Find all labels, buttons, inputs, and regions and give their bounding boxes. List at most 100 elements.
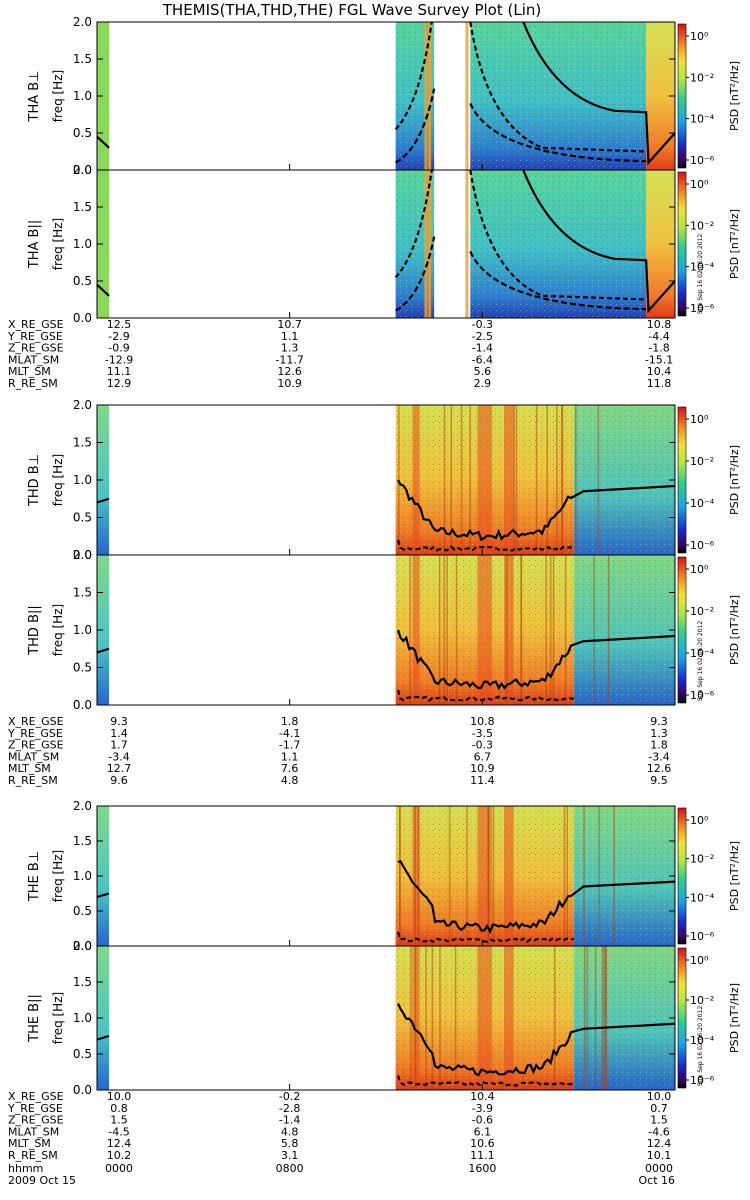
ephemeris-value: 12.6 xyxy=(647,762,672,775)
y-tick-label: 0.0 xyxy=(73,1083,92,1097)
ephemeris-value: 12.5 xyxy=(107,318,132,331)
y-tick-label: 1.5 xyxy=(73,52,92,66)
spectrum-streak xyxy=(477,946,492,1090)
ephemeris-table: X_RE_GSE 12.5 10.7 -0.3 10.8 Y_RE_GSE -2.9 1.1 -… xyxy=(7,318,673,390)
spectrum-streak xyxy=(443,555,445,705)
spectrum-streak xyxy=(535,405,538,555)
ephemeris-value: 12.9 xyxy=(107,377,132,390)
colorbar-tick-label: 10⁻⁴ xyxy=(690,261,715,274)
harmonic-curve xyxy=(394,169,433,279)
spectrum-streak xyxy=(601,946,604,1090)
ephemeris-value: 10.9 xyxy=(470,762,495,775)
spectrum-streak xyxy=(597,405,600,555)
ephemeris-value: -0.3 xyxy=(472,739,493,752)
ephemeris-value: 10.7 xyxy=(277,318,302,331)
ephemeris-label: MLAT_SM xyxy=(8,750,59,763)
spectrum-streak xyxy=(466,806,468,946)
spectrum-streak xyxy=(454,946,457,1090)
spectrum-streak xyxy=(443,405,446,555)
ephemeris-value: -0.6 xyxy=(472,1114,493,1127)
ephemeris-value: -3.4 xyxy=(108,750,129,763)
colorbar-tick-label: 10⁰ xyxy=(690,954,709,967)
spectrum-streak xyxy=(465,170,469,318)
gyrofrequency-curve xyxy=(397,859,676,935)
ephemeris-value: -1.7 xyxy=(279,739,300,752)
spectrum-streak xyxy=(412,806,420,946)
panel-label: THE B|| xyxy=(27,994,42,1043)
ephemeris-value: 10.0 xyxy=(107,1090,132,1103)
spectrum-streak xyxy=(513,405,516,555)
ephemeris-label: X_RE_GSE xyxy=(8,318,64,331)
ephemeris-value: -3.4 xyxy=(648,750,669,763)
ephemeris-value: 6.7 xyxy=(474,750,492,763)
ephemeris-value: 12.4 xyxy=(647,1137,672,1150)
colorbar-tick-label: 10⁻⁶ xyxy=(690,689,715,702)
harmonic-curve xyxy=(396,539,575,552)
ephemeris-value: -4.1 xyxy=(279,727,300,740)
ephemeris-value: -3.9 xyxy=(472,1102,493,1115)
spectrum-streak xyxy=(450,405,452,555)
spectrum-streak xyxy=(477,405,492,555)
gyrofrequency-curve xyxy=(96,135,110,149)
probe-group-tha: 0.0 0.5 1.0 1.5 2.0 THA B⊥ freq [Hz] 10⁰ 10⁻² 10⁻… xyxy=(7,15,741,390)
spectrum-streak xyxy=(428,22,432,170)
ephemeris-value: 1.4 xyxy=(110,727,128,740)
ephemeris-value: 9.3 xyxy=(110,715,128,728)
date-end-label: Oct 16 xyxy=(638,1174,675,1187)
ephemeris-value: 10.6 xyxy=(470,1137,495,1150)
spectrum-streak xyxy=(448,806,451,946)
ephemeris-value: 0.8 xyxy=(110,1102,128,1115)
panel-label: THD B|| xyxy=(27,605,42,656)
ephemeris-value: 10.9 xyxy=(277,377,302,390)
colorbar-tick-label: 10⁰ xyxy=(690,563,709,576)
spectrum-streak xyxy=(504,806,514,946)
time-axis: hhmm 0000 0800 1600 0000 2009 Oct 15 Oct 16 xyxy=(8,1162,675,1187)
spectrum-streak xyxy=(431,946,434,1090)
ephemeris-value: -0.9 xyxy=(108,342,129,355)
y-axis-label: freq [Hz] xyxy=(51,70,65,122)
ephemeris-value: 11.4 xyxy=(470,774,495,787)
spectrum-streak xyxy=(583,806,585,946)
ephemeris-value: -2.8 xyxy=(279,1102,300,1115)
spectrum-streak xyxy=(460,405,463,555)
spectrum-streak xyxy=(563,806,566,946)
colorbar-tick-label: 10⁰ xyxy=(690,814,709,827)
spectrum-streak xyxy=(603,946,606,1090)
ephemeris-value: -1.4 xyxy=(279,1114,300,1127)
spectrum-streak xyxy=(412,555,420,705)
y-tick-label: 1.5 xyxy=(73,436,92,450)
colorbar-tick-label: 10⁻⁶ xyxy=(690,1074,715,1087)
ephemeris-value: 6.1 xyxy=(474,1125,492,1138)
spectrogram-panel: 0.0 0.5 1.0 1.5 2.0 THE B⊥ freq [Hz] 10⁰ 10⁻² 10⁻… xyxy=(27,799,741,953)
colorbar xyxy=(677,23,687,169)
y-tick-label: 1.0 xyxy=(73,237,92,251)
ephemeris-label: Z_RE_GSE xyxy=(8,1114,64,1127)
timestamp-stamp: Sun Sep 16 02:06:20 2012 xyxy=(697,1006,704,1086)
gyrofrequency-curve xyxy=(397,479,676,542)
ephemeris-value: -4.5 xyxy=(108,1125,129,1138)
y-tick-label: 1.0 xyxy=(73,473,92,487)
y-axis-label: freq [Hz] xyxy=(51,454,65,506)
colorbar xyxy=(677,556,687,704)
ephemeris-label: MLAT_SM xyxy=(8,353,59,366)
time-tick-label: 0000 xyxy=(645,1162,673,1175)
panel-label: THA B⊥ xyxy=(27,71,42,123)
colorbar-tick-label: 10⁻² xyxy=(690,219,714,232)
colorbar-tick-label: 10⁻⁴ xyxy=(690,647,715,660)
spectrum-streak xyxy=(504,405,514,555)
ephemeris-value: 10.8 xyxy=(647,318,672,331)
figure-title: THEMIS(THA,THD,THE) FGL Wave Survey Plot… xyxy=(162,1,541,19)
spectrum-streak xyxy=(598,806,600,946)
y-axis-label: freq [Hz] xyxy=(51,992,65,1044)
panel-label: THD B⊥ xyxy=(27,454,42,507)
ephemeris-label: R_RE_SM xyxy=(8,1149,58,1162)
y-tick-label: 0.5 xyxy=(73,274,92,288)
ephemeris-value: -0.3 xyxy=(472,318,493,331)
colorbar-label: PSD [nT²/Hz] xyxy=(728,983,741,1053)
spectrogram-panel: 0.0 0.5 1.0 1.5 2.0 THD B|| freq [Hz] 10⁰ 10⁻² 10… xyxy=(27,548,741,712)
spectrum-texture xyxy=(395,806,675,946)
ephemeris-label: X_RE_GSE xyxy=(8,1090,64,1103)
time-tick-label: 0000 xyxy=(105,1162,133,1175)
harmonic-curve xyxy=(395,236,436,312)
spectrum-streak xyxy=(424,22,428,170)
